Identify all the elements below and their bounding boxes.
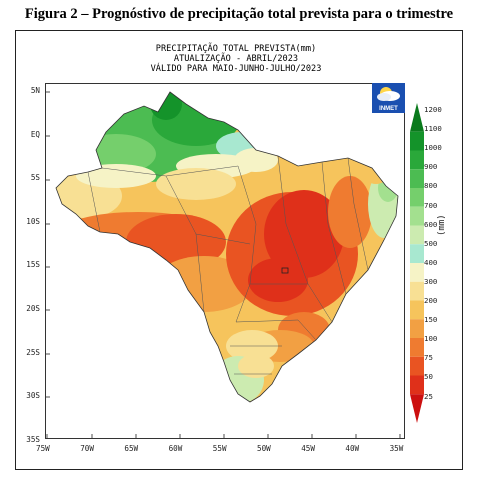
- brazil-outline: [55, 91, 399, 403]
- colorbar-label: 500: [424, 238, 438, 248]
- longitude-label: 55W: [212, 444, 227, 453]
- colorbar-label: 75: [424, 353, 433, 363]
- map-title: PRECIPITAÇÃO TOTAL PREVISTA(mm) ATUALIZA…: [47, 44, 425, 74]
- colorbar-swatch: [410, 150, 424, 170]
- latitude-label: 10S: [26, 216, 40, 226]
- longitude-label: 40W: [345, 444, 360, 453]
- colorbar-swatch: [410, 338, 424, 357]
- colorbar-label: 50: [424, 372, 433, 382]
- colorbar-label: 700: [424, 200, 438, 210]
- longitude-label: 35W: [389, 444, 404, 453]
- colorbar-swatch: [410, 375, 424, 395]
- state-borders: [87, 155, 369, 375]
- latitude-label: 5S: [30, 173, 40, 183]
- colorbar-swatch: [410, 281, 424, 301]
- map-title-line-1: PRECIPITAÇÃO TOTAL PREVISTA(mm): [155, 44, 317, 54]
- colorbar-swatch: [410, 103, 424, 132]
- colorbar-swatch: [410, 263, 424, 282]
- longitude-label: 45W: [301, 444, 315, 453]
- colorbar-label: 900: [424, 162, 438, 172]
- latitude-label: 15S: [26, 260, 40, 270]
- map-title-line-3: VÁLIDO PARA MAIO-JUNHO-JULHO/2023: [150, 64, 322, 74]
- colorbar: [410, 103, 424, 423]
- latitude-label: 30S: [26, 391, 40, 401]
- longitude-label: 70W: [80, 444, 94, 453]
- precipitation-map: [46, 91, 401, 438]
- latitude-label: 20S: [26, 304, 40, 313]
- longitude-label: 50W: [257, 444, 271, 453]
- latitude-label: EQ: [30, 129, 40, 139]
- map-ticks: [46, 91, 401, 438]
- colorbar-label: 25: [424, 391, 433, 401]
- inmet-logo: INMET: [372, 83, 405, 113]
- colorbar-swatch: [410, 319, 424, 338]
- colorbar-swatch: [410, 206, 424, 226]
- longitude-label: 60W: [168, 444, 183, 453]
- colorbar-label: 150: [424, 315, 438, 325]
- colorbar-swatch: [410, 169, 424, 188]
- longitude-label: 75W: [36, 444, 50, 453]
- latitude-label: 5N: [30, 86, 40, 95]
- colorbar-label: 600: [424, 219, 438, 229]
- latitude-label: 25S: [26, 347, 40, 357]
- latitude-label: 35S: [26, 434, 40, 444]
- colorbar-swatch: [410, 244, 424, 263]
- colorbar-label: 100: [424, 334, 438, 344]
- colorbar-swatch: [410, 356, 424, 376]
- colorbar-label: 800: [424, 181, 438, 191]
- federal-district-marker: [281, 267, 289, 274]
- colorbar-swatch: [410, 188, 424, 207]
- precipitation-field: [56, 92, 398, 402]
- colorbar-swatch: [410, 225, 424, 245]
- map-title-line-2: ATUALIZAÇÃO - ABRIL/2023: [173, 54, 299, 64]
- colorbar-swatch: [410, 300, 424, 320]
- weather-cloud-icon: [377, 87, 400, 101]
- map-area: [45, 83, 405, 439]
- colorbar-label: 1200: [424, 105, 442, 114]
- colorbar-swatch: [410, 131, 424, 151]
- colorbar-label: 1100: [424, 124, 442, 134]
- figure-caption: Figura 2 – Prognóstivo de precipitação t…: [24, 6, 454, 22]
- colorbar-label: 300: [424, 276, 438, 286]
- logo-text: INMET: [379, 106, 398, 112]
- longitude-label: 65W: [124, 444, 139, 453]
- colorbar-label: 200: [424, 296, 438, 305]
- colorbar-label: 400: [424, 257, 438, 267]
- colorbar-label: 1000: [424, 143, 442, 153]
- colorbar-swatch: [410, 394, 424, 423]
- colorbar-unit: (mm): [437, 214, 447, 236]
